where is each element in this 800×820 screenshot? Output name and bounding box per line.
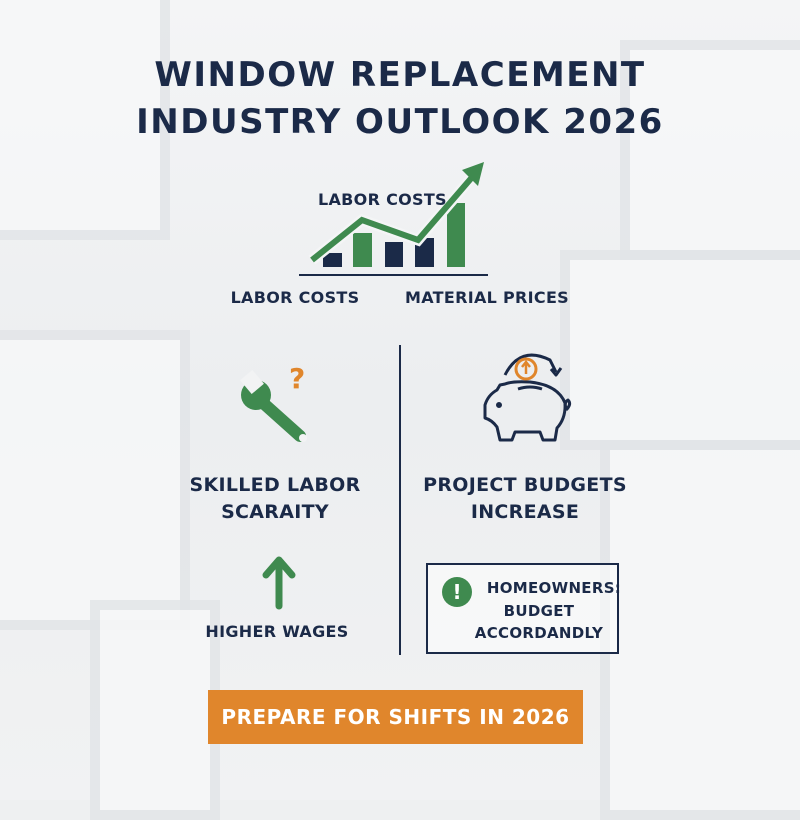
vertical-divider (399, 345, 401, 655)
callout-line-2: BUDGET (503, 602, 575, 620)
coin-up-icon (514, 357, 538, 381)
up-arrow-icon (262, 556, 296, 610)
prepare-banner: PREPARE FOR SHIFTS IN 2026 (208, 690, 583, 744)
chart-bar (385, 242, 403, 267)
trend-arrow-head (462, 162, 484, 186)
material-prices-label: MATERIAL PRICES (404, 288, 570, 307)
exclamation-icon: ! (442, 577, 472, 607)
callout-line-1: HOMEOWNERS: (486, 579, 622, 597)
wrench-icon (240, 369, 307, 442)
labor-costs-label: LABOR COSTS (230, 288, 360, 307)
trend-chart-icon (299, 162, 488, 276)
skilled-labor-heading-1: SKILLED LABOR (189, 474, 361, 496)
chart-bar (323, 253, 342, 267)
higher-wages-label: HIGHER WAGES (205, 622, 349, 641)
graphics-layer: ? (240, 162, 572, 610)
skilled-labor-heading-2: SCARAITY (221, 501, 329, 523)
project-budgets-heading-1: PROJECT BUDGETS (423, 474, 627, 496)
chart-inner-label: LABOR COSTS (318, 190, 447, 209)
chart-bar (447, 203, 465, 267)
callout-line-3: ACCORDANDLY (474, 624, 604, 642)
chart-bar (353, 233, 372, 267)
homeowners-callout: ! HOMEOWNERS: BUDGET ACCORDANDLY (426, 563, 622, 654)
title-line-1: WINDOW REPLACEMENT (154, 55, 646, 95)
piggy-bank-icon (483, 353, 572, 442)
project-budgets-heading-2: INCREASE (470, 501, 580, 523)
title-line-2: INDUSTRY OUTLOOK 2026 (136, 102, 664, 142)
question-mark-icon: ? (289, 362, 305, 395)
